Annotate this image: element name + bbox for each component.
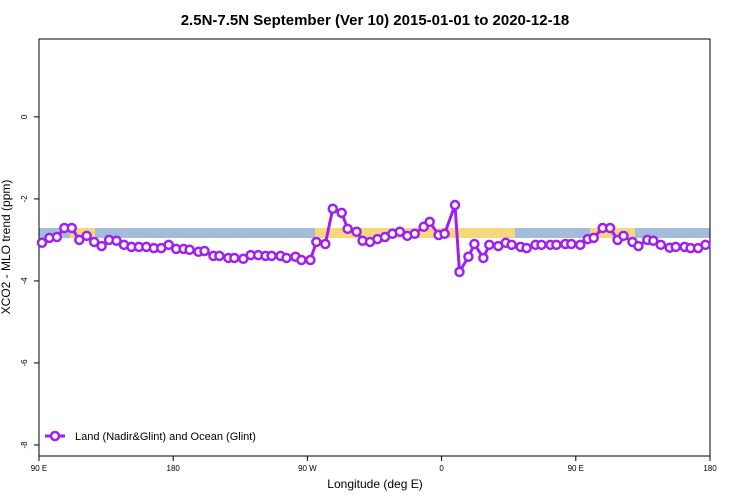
data-point: [311, 236, 322, 248]
data-point: [394, 226, 406, 237]
data-point: [424, 216, 435, 228]
y-tick-label: -4: [20, 277, 29, 285]
data-point: [521, 242, 532, 254]
data-point: [484, 239, 495, 251]
data-point: [439, 228, 450, 240]
data-point: [409, 228, 421, 240]
data-point: [81, 230, 92, 242]
data-point: [700, 239, 711, 251]
x-axis-label: Longitude (deg E): [327, 477, 422, 491]
data-point: [74, 234, 85, 246]
x-tick-label: 90 E: [568, 464, 584, 473]
data-point: [566, 238, 577, 250]
data-point: [469, 238, 480, 250]
legend-label: Land (Nadir&Glint) and Ocean (Glint): [75, 431, 256, 443]
data-point: [454, 266, 465, 278]
y-tick-label: -2: [20, 195, 29, 203]
data-point: [184, 244, 195, 256]
data-point: [351, 226, 362, 237]
y-tick-label: -6: [20, 359, 29, 367]
data-point: [551, 239, 562, 251]
data-point: [36, 237, 48, 249]
y-axis-label: XCO2 - MLO trend (ppm): [0, 180, 13, 315]
y-tick-label: -8: [20, 441, 29, 449]
data-point: [266, 250, 277, 262]
chart-title: 2.5N-7.5N September (Ver 10) 2015-01-01 …: [181, 12, 570, 29]
data-point: [449, 199, 461, 211]
data-point: [51, 231, 63, 243]
data-point: [66, 222, 78, 234]
data-point: [588, 232, 599, 244]
data-point: [342, 223, 353, 235]
data-point: [575, 239, 586, 251]
data-point: [670, 241, 681, 253]
data-point: [463, 251, 474, 262]
data-point: [320, 238, 331, 250]
data-point: [96, 240, 107, 252]
data-point: [111, 235, 122, 246]
x-tick-label: 180: [703, 464, 717, 473]
data-point: [536, 239, 547, 251]
x-tick-label: 0: [439, 464, 444, 473]
data-point: [633, 240, 644, 252]
data-point: [478, 252, 489, 264]
data-point: [655, 239, 667, 251]
data-point: [327, 203, 338, 215]
y-tick-label: 0: [20, 114, 29, 119]
x-tick-label: 180: [167, 464, 181, 473]
data-point: [506, 239, 517, 251]
data-point: [305, 254, 316, 266]
data-point: [336, 207, 347, 219]
data-point: [163, 239, 174, 251]
x-tick-label: 90 W: [298, 464, 317, 473]
data-point: [618, 230, 629, 242]
data-point: [199, 245, 210, 257]
data-point: [648, 235, 659, 246]
data-point: [88, 236, 100, 248]
data-point: [214, 250, 225, 262]
legend-marker: [49, 430, 61, 442]
data-point: [604, 222, 616, 234]
data-point: [229, 252, 240, 264]
x-tick-label: 90 E: [31, 464, 47, 473]
data-point: [296, 254, 307, 266]
data-point: [281, 252, 292, 264]
